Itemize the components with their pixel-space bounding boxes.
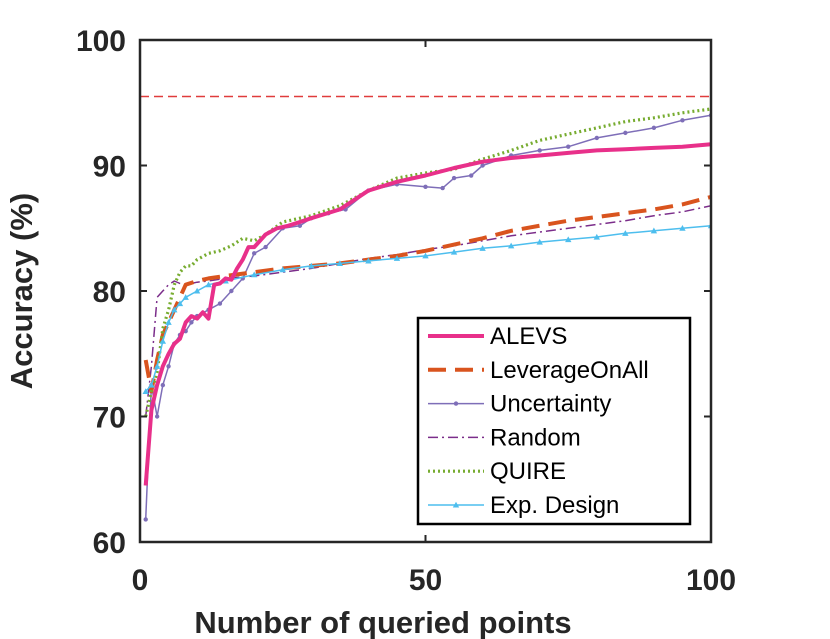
data-point <box>469 173 473 177</box>
data-point <box>161 383 165 387</box>
y-tick-label: 60 <box>93 527 126 560</box>
y-axis-title: Accuracy (%) <box>4 193 39 389</box>
data-point <box>252 251 256 255</box>
legend-label: LeverageOnAll <box>490 357 649 384</box>
legend-marker <box>454 401 458 405</box>
data-point <box>218 301 222 305</box>
legend-label: Uncertainty <box>490 391 611 418</box>
x-tick-label: 100 <box>686 564 736 597</box>
data-point <box>189 320 193 324</box>
data-point <box>680 118 684 122</box>
legend-label: QUIRE <box>490 458 566 485</box>
data-point <box>538 148 542 152</box>
data-point <box>155 414 159 418</box>
data-point <box>144 517 148 521</box>
y-tick-label: 100 <box>76 25 126 58</box>
y-tick-label: 90 <box>93 151 126 184</box>
legend-label: Random <box>490 424 581 451</box>
data-point <box>452 176 456 180</box>
data-point <box>652 126 656 130</box>
data-point <box>166 364 170 368</box>
x-axis-title: Number of queried points <box>194 605 571 639</box>
data-point <box>229 289 233 293</box>
data-point <box>566 144 570 148</box>
data-point <box>423 185 427 189</box>
data-point <box>263 245 267 249</box>
data-point <box>595 136 599 140</box>
y-tick-label: 80 <box>93 276 126 309</box>
legend: ALEVS LeverageOnAll Uncertainty Random QUIRE… <box>418 318 690 524</box>
chart-canvas: 0 50 100 60 70 80 90 100 Number of queried poin… <box>0 0 830 639</box>
y-tick-label: 70 <box>93 402 126 435</box>
x-tick-label: 0 <box>132 564 149 597</box>
data-point <box>440 186 444 190</box>
legend-label: Exp. Design <box>490 492 619 519</box>
legend-label: ALEVS <box>490 323 567 350</box>
x-tick-label: 50 <box>409 564 442 597</box>
data-point <box>623 131 627 135</box>
